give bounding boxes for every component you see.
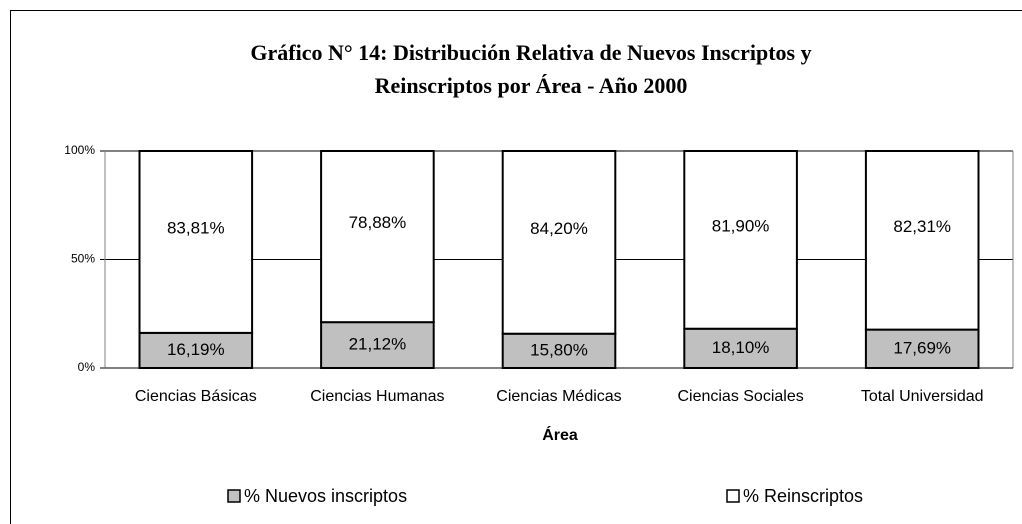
bar-segment (320, 150, 435, 324)
chart-frame (10, 10, 1022, 524)
x-tick-label: Total Universidad (861, 388, 984, 405)
bar-segment (501, 150, 617, 335)
data-label: 82,31% (893, 217, 951, 236)
bar-segment (138, 150, 254, 334)
x-axis-label: Área (542, 425, 578, 444)
x-tick-label: Ciencias Humanas (310, 388, 444, 405)
x-tick-label: Ciencias Sociales (677, 388, 803, 405)
x-tick-label: Ciencias Médicas (496, 388, 621, 405)
data-label: 84,20% (530, 219, 588, 238)
legend-swatch (227, 489, 241, 503)
data-label: 15,80% (530, 340, 588, 359)
bar-segment (864, 150, 980, 331)
data-label: 83,81% (167, 218, 225, 237)
bar-segment (683, 150, 798, 330)
y-tick-label: 100% (64, 143, 95, 157)
y-tick-label: 50% (71, 252, 95, 266)
data-label: 21,12% (349, 335, 407, 354)
chart-title: Gráfico N° 14: Distribución Relativa de … (250, 40, 812, 98)
legend-label: % Nuevos inscriptos (244, 486, 407, 506)
y-tick-label: 0% (78, 360, 96, 374)
bar-segment (501, 332, 617, 369)
data-label: 81,90% (712, 216, 770, 235)
data-label: 78,88% (349, 213, 407, 232)
bar-segment (864, 328, 980, 369)
bar-segment (683, 327, 798, 369)
legend-label: % Reinscriptos (743, 486, 863, 506)
data-label: 18,10% (712, 338, 770, 357)
data-label: 17,69% (893, 338, 951, 357)
data-label: 16,19% (167, 340, 225, 359)
x-tick-label: Ciencias Básicas (135, 388, 257, 405)
legend-swatch (726, 489, 740, 503)
